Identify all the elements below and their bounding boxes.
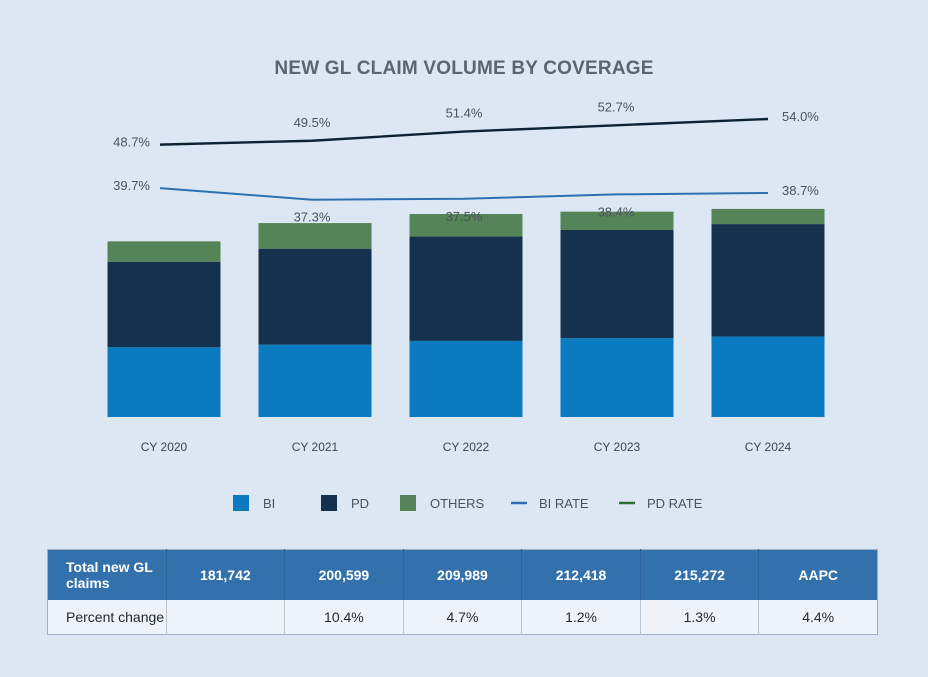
bar-pd-3 <box>560 229 674 339</box>
row-label-total: Total new GL claims <box>47 549 167 600</box>
table-cell: 200,599 <box>284 549 404 600</box>
line-pd-rate <box>159 117 769 146</box>
bar-pd-1 <box>258 248 372 345</box>
x-tick-label: CY 2024 <box>745 440 792 454</box>
bar-others-3 <box>560 211 674 230</box>
x-tick-label: CY 2022 <box>443 440 490 454</box>
legend-swatch <box>321 495 337 511</box>
legend-swatch <box>233 495 249 511</box>
bar-pd-2 <box>409 236 523 341</box>
summary-table: Total new GL claims 181,742 200,599 209,… <box>47 549 878 635</box>
point-label: 37.5% <box>446 209 483 224</box>
table-cell: 181,742 <box>165 549 285 600</box>
table-cell: 1.3% <box>639 600 759 635</box>
table-cell: 4.4% <box>758 600 878 635</box>
bar-others-0 <box>107 241 221 262</box>
x-tick-label: CY 2020 <box>141 440 188 454</box>
table-row-total: Total new GL claims 181,742 200,599 209,… <box>47 549 878 600</box>
point-label: 51.4% <box>446 106 483 121</box>
bar-bi-3 <box>560 338 674 417</box>
point-label: 38.7% <box>782 183 819 198</box>
bar-bi-1 <box>258 344 372 417</box>
bar-pd-0 <box>107 261 221 348</box>
table-cell <box>165 600 285 635</box>
point-label: 39.7% <box>113 178 150 193</box>
bar-bi-4 <box>711 336 825 417</box>
chart-area: CY 2020 CY 2021 CY 2022 CY 2023 CY 2024 39.7%… <box>107 99 825 511</box>
bar-others-2 <box>409 214 523 237</box>
table-cell: 4.7% <box>402 600 522 635</box>
bar-bi-0 <box>107 347 221 417</box>
bar-others-1 <box>258 223 372 249</box>
x-tick-label: CY 2023 <box>594 440 641 454</box>
chart-title: NEW GL CLAIM VOLUME BY COVERAGE <box>274 58 654 79</box>
bars-layer <box>107 208 825 417</box>
bar-pd-4 <box>711 224 825 337</box>
table-cell: 209,989 <box>402 549 522 600</box>
bar-bi-2 <box>409 340 523 417</box>
legend-label: BI <box>263 496 275 511</box>
legend: BI PD OTHERS BI RATE PD RATE <box>233 495 703 511</box>
table-cell: 1.2% <box>521 600 641 635</box>
table-cell: 212,418 <box>521 549 641 600</box>
legend-label: OTHERS <box>430 496 485 511</box>
point-label: 38.4% <box>598 204 635 219</box>
table-cell: 215,272 <box>639 549 759 600</box>
legend-label: PD RATE <box>647 496 703 511</box>
point-label: 48.7% <box>113 135 150 150</box>
line-bi-rate <box>159 187 769 201</box>
bar-others-4 <box>711 208 825 225</box>
x-tick-label: CY 2021 <box>292 440 339 454</box>
lines-layer <box>159 117 769 201</box>
table-cell: 10.4% <box>284 600 404 635</box>
point-label: 54.0% <box>782 109 819 124</box>
point-label: 49.5% <box>294 115 331 130</box>
point-label: 52.7% <box>598 99 635 114</box>
legend-label: PD <box>351 496 369 511</box>
labels-layer: CY 2020 CY 2021 CY 2022 CY 2023 CY 2024 39.7%… <box>113 99 819 454</box>
row-label-percent: Percent change <box>47 600 167 635</box>
legend-swatch <box>400 495 416 511</box>
point-label: 37.3% <box>294 210 331 225</box>
table-row-percent: Percent change 10.4% 4.7% 1.2% 1.3% 4.4% <box>47 600 878 635</box>
table-cell: AAPC <box>758 549 878 600</box>
legend-label: BI RATE <box>539 496 589 511</box>
